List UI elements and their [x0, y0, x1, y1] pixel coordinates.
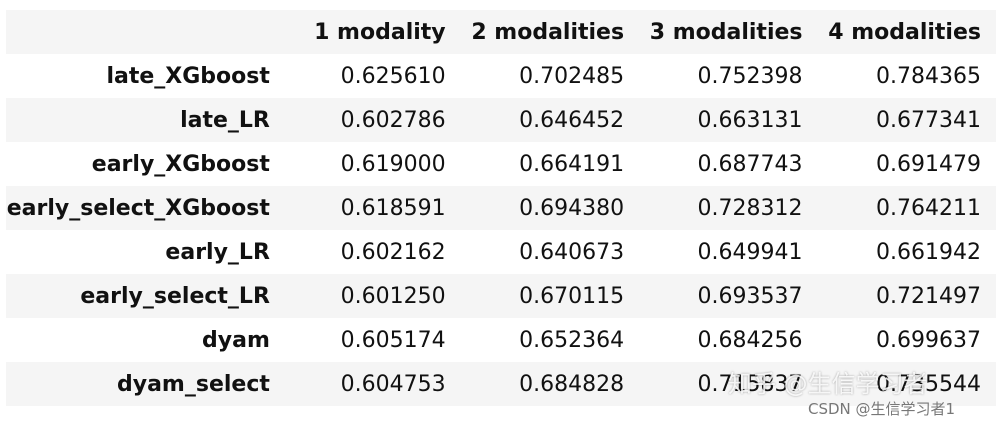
cell: 0.602786	[340, 107, 446, 133]
cell: 0.601250	[340, 283, 446, 309]
cell: 0.652364	[519, 327, 625, 353]
cell: 0.684256	[697, 327, 803, 353]
cell: 0.663131	[697, 107, 803, 133]
cell: 0.687743	[697, 151, 803, 177]
table-row: early_select_XGboost 0.618591 0.694380 0.72…	[6, 186, 996, 230]
cell: 0.715837	[697, 371, 803, 397]
column-header: 2 modalities	[471, 19, 625, 45]
column-header: 4 modalities	[828, 19, 981, 45]
cell: 0.670115	[519, 283, 625, 309]
row-label: dyam_select	[116, 371, 270, 397]
cell: 0.661942	[876, 239, 981, 265]
cell: 0.618591	[340, 195, 446, 221]
row-label: late_XGboost	[106, 63, 270, 89]
cell: 0.649941	[697, 239, 803, 265]
row-label: early_LR	[165, 239, 270, 265]
table-row: late_XGboost 0.625610 0.702485 0.752398 0.78…	[6, 54, 996, 98]
table-row: early_XGboost 0.619000 0.664191 0.687743 0.6…	[6, 142, 996, 186]
row-label: dyam	[202, 327, 270, 353]
column-header: 1 modality	[314, 19, 446, 45]
cell: 0.764211	[876, 195, 981, 221]
cell: 0.752398	[697, 63, 803, 89]
row-label: early_select_LR	[80, 283, 270, 309]
table-row: early_select_LR 0.601250 0.670115 0.693537 0…	[6, 274, 996, 318]
watermark: 知乎 @生信学习者	[728, 370, 928, 398]
cell: 0.602162	[340, 239, 446, 265]
cell: 0.721497	[876, 283, 981, 309]
cell: 0.728312	[697, 195, 803, 221]
results-table: 1 modality 2 modalities 3 modalities 4 moda…	[6, 10, 996, 406]
row-label: late_LR	[180, 107, 270, 133]
cell: 0.684828	[519, 371, 625, 397]
cell: 0.702485	[519, 63, 625, 89]
cell: 0.699637	[876, 327, 981, 353]
cell: 0.646452	[519, 107, 625, 133]
watermark: CSDN @生信学习者1	[808, 400, 956, 418]
row-label: early_select_XGboost	[6, 195, 270, 221]
header-row: 1 modality 2 modalities 3 modalities 4 moda…	[6, 10, 996, 54]
cell: 0.605174	[340, 327, 446, 353]
table-row: dyam 0.605174 0.652364 0.684256 0.699637	[6, 318, 996, 362]
cell: 0.677341	[876, 107, 981, 133]
table-row: late_LR 0.602786 0.646452 0.663131 0.677341	[6, 98, 996, 142]
cell: 0.640673	[519, 239, 625, 265]
table-row: dyam_select 0.604753 0.684828 0.715837 0.735…	[6, 362, 996, 406]
table-row: early_LR 0.602162 0.640673 0.649941 0.661942	[6, 230, 996, 274]
cell: 0.735544	[876, 371, 981, 397]
cell: 0.604753	[340, 371, 446, 397]
cell: 0.784365	[876, 63, 981, 89]
cell: 0.694380	[519, 195, 625, 221]
cell: 0.691479	[876, 151, 981, 177]
row-label: early_XGboost	[91, 151, 270, 177]
corner-cell	[6, 10, 285, 54]
cell: 0.664191	[519, 151, 625, 177]
cell: 0.693537	[697, 283, 803, 309]
column-header: 3 modalities	[649, 19, 803, 45]
cell: 0.625610	[340, 63, 446, 89]
cell: 0.619000	[340, 151, 446, 177]
